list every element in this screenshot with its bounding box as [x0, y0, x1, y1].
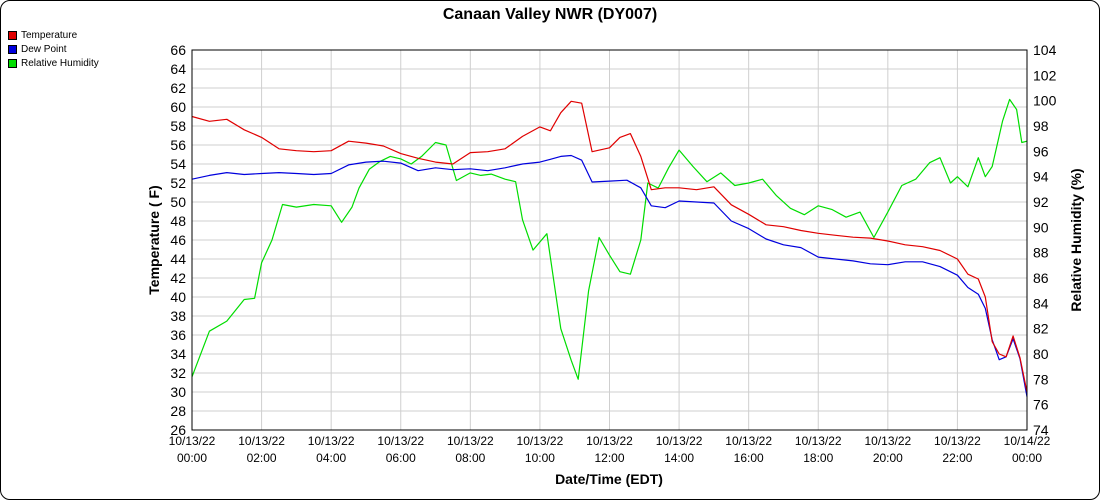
y-axis-label-left: Temperature ( F)	[146, 185, 162, 294]
y-tick-label-right: 74	[1033, 422, 1049, 438]
grid	[191, 49, 1028, 431]
legend-label-temperature: Temperature	[21, 29, 78, 41]
y-tick-label-right: 88	[1033, 245, 1049, 261]
y-tick-label-right: 92	[1033, 194, 1049, 210]
x-tick-label-time: 00:00	[177, 451, 207, 465]
y-tick-label-right: 102	[1033, 67, 1057, 83]
x-tick-label-date: 10/13/22	[238, 434, 285, 448]
x-tick-label-time: 18:00	[803, 451, 833, 465]
y-tick-label-left: 36	[170, 327, 186, 343]
legend: Temperature Dew Point Relative Humidity	[8, 28, 99, 70]
x-tick-label-time: 08:00	[455, 451, 485, 465]
y-tick-label-left: 32	[170, 365, 186, 381]
y-tick-label-left: 54	[170, 156, 186, 172]
y-tick-label-right: 98	[1033, 118, 1049, 134]
x-tick-label-date: 10/14/22	[1004, 434, 1051, 448]
y-tick-label-left: 38	[170, 308, 186, 324]
y-tick-label-left: 42	[170, 270, 186, 286]
y-tick-label-right: 84	[1033, 295, 1049, 311]
y-tick-label-left: 26	[170, 422, 186, 438]
plot-area	[191, 49, 1028, 431]
x-tick-label-time: 22:00	[942, 451, 972, 465]
x-tick-label-date: 10/13/22	[795, 434, 842, 448]
x-tick-label-date: 10/13/22	[308, 434, 355, 448]
y-tick-label-right: 82	[1033, 321, 1049, 337]
y-tick-label-right: 104	[1033, 42, 1057, 58]
y-tick-label-right: 86	[1033, 270, 1049, 286]
x-tick-label-time: 02:00	[247, 451, 277, 465]
y-tick-label-left: 34	[170, 346, 186, 362]
y-tick-label-left: 44	[170, 251, 186, 267]
x-tick-label-date: 10/13/22	[586, 434, 633, 448]
y-tick-label-left: 28	[170, 403, 186, 419]
y-tick-label-right: 100	[1033, 93, 1057, 109]
y-tick-label-right: 80	[1033, 346, 1049, 362]
series-line-temperature	[191, 100, 1028, 393]
y-tick-label-left: 62	[170, 80, 186, 96]
series-line-dew-point	[191, 154, 1028, 397]
y-tick-label-left: 66	[170, 42, 186, 58]
y-tick-label-left: 52	[170, 175, 186, 191]
x-tick-label-date: 10/13/22	[656, 434, 703, 448]
y-tick-label-left: 48	[170, 213, 186, 229]
x-tick-label-time: 00:00	[1012, 451, 1042, 465]
x-tick-label-date: 10/13/22	[169, 434, 216, 448]
y-tick-label-right: 78	[1033, 371, 1049, 387]
x-axis-label: Date/Time (EDT)	[555, 471, 663, 487]
y-tick-label-left: 30	[170, 384, 186, 400]
legend-label-relative-humidity: Relative Humidity	[21, 57, 99, 69]
x-tick-label-date: 10/13/22	[864, 434, 911, 448]
x-tick-label-time: 14:00	[664, 451, 694, 465]
legend-swatch-temperature	[8, 30, 17, 40]
y-tick-label-left: 46	[170, 232, 186, 248]
y-axis-label-right: Relative Humidity (%)	[1068, 168, 1084, 311]
y-tick-label-right: 76	[1033, 397, 1049, 413]
x-tick-label-time: 16:00	[734, 451, 764, 465]
legend-item-temperature: Temperature	[8, 28, 99, 42]
legend-label-dew-point: Dew Point	[21, 43, 67, 55]
legend-item-dew-point: Dew Point	[8, 42, 99, 56]
x-tick-label-date: 10/13/22	[725, 434, 772, 448]
x-tick-label-date: 10/13/22	[377, 434, 424, 448]
legend-swatch-relative-humidity	[8, 58, 17, 68]
series-line-relative-humidity	[191, 98, 1028, 380]
x-tick-label-date: 10/13/22	[447, 434, 494, 448]
x-tick-label-date: 10/13/22	[934, 434, 981, 448]
tick-labels: 26 28 30 32 34 36 38 40 42 44 46 48 50 52 54 56 58 60 62 64…	[169, 42, 1057, 465]
x-tick-label-date: 10/13/22	[517, 434, 564, 448]
legend-swatch-dew-point	[8, 44, 17, 54]
y-tick-label-left: 56	[170, 137, 186, 153]
y-tick-label-left: 60	[170, 99, 186, 115]
x-tick-label-time: 10:00	[525, 451, 555, 465]
x-tick-label-time: 06:00	[386, 451, 416, 465]
y-tick-label-right: 90	[1033, 219, 1049, 235]
y-tick-label-left: 40	[170, 289, 186, 305]
series	[191, 98, 1028, 397]
x-tick-label-time: 04:00	[316, 451, 346, 465]
y-tick-label-right: 94	[1033, 169, 1049, 185]
legend-item-relative-humidity: Relative Humidity	[8, 56, 99, 70]
x-tick-label-time: 12:00	[594, 451, 624, 465]
y-tick-label-left: 64	[170, 61, 186, 77]
y-tick-label-left: 50	[170, 194, 186, 210]
chart-title: Canaan Valley NWR (DY007)	[443, 6, 657, 23]
y-tick-label-right: 96	[1033, 143, 1049, 159]
y-tick-label-left: 58	[170, 118, 186, 134]
x-tick-label-time: 20:00	[873, 451, 903, 465]
